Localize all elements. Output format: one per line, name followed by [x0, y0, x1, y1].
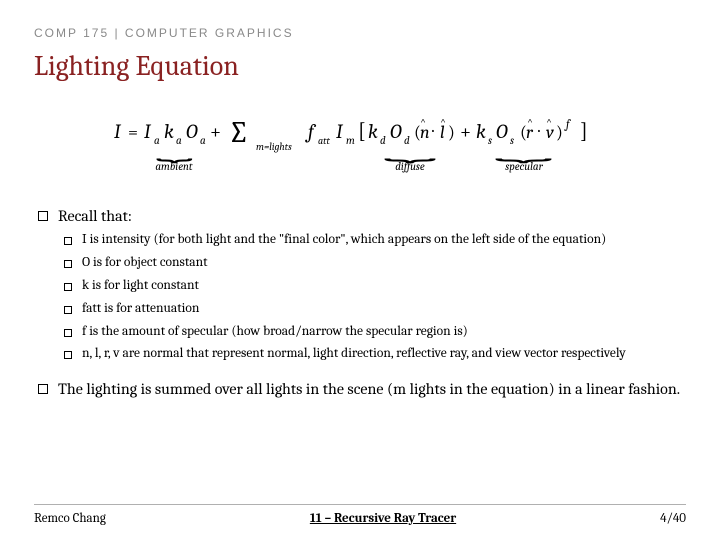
svg-text:): ) — [556, 122, 563, 143]
sub-bullet: f is the amount of specular (how broad/n… — [64, 324, 686, 341]
svg-text:I: I — [144, 120, 152, 143]
sub-bullet: O is for object constant — [64, 255, 686, 272]
svg-text:[: [ — [358, 118, 366, 144]
label-diffuse: diffuse — [395, 160, 425, 173]
bullet-text: I is intensity (for both light and the "… — [82, 232, 606, 249]
svg-text:f: f — [564, 117, 571, 131]
bullet-text: The lighting is summed over all lights i… — [58, 379, 680, 399]
eq-lhs: I — [114, 120, 122, 143]
svg-text:a: a — [200, 134, 206, 147]
bullet-text: n, l, r, v are normal that represent nor… — [82, 346, 626, 363]
bullet-text: fatt is for attenuation — [82, 301, 199, 318]
svg-text:k: k — [368, 120, 378, 143]
footer-rule — [34, 504, 686, 505]
bullet-recall: Recall that: — [38, 206, 686, 226]
svg-text:att: att — [318, 135, 331, 147]
svg-text:s: s — [488, 134, 492, 147]
svg-text:+: + — [460, 120, 471, 143]
svg-text:⏟: ⏟ — [495, 136, 553, 163]
bullet-text: Recall that: — [58, 206, 132, 226]
svg-text:∑: ∑ — [228, 115, 249, 150]
sub-bullet: I is intensity (for both light and the "… — [64, 232, 686, 249]
checkbox-icon — [64, 237, 72, 245]
checkbox-icon — [64, 306, 72, 314]
svg-text:f: f — [305, 120, 317, 143]
sub-bullet: n, l, r, v are normal that represent nor… — [64, 346, 686, 363]
checkbox-icon — [38, 211, 48, 221]
footer-author: Remco Chang — [34, 511, 106, 526]
sub-bullet: fatt is for attenuation — [64, 301, 686, 318]
eq-eq: = — [128, 122, 138, 143]
lighting-equation: I = I a k a O a ⏟ ambient + ∑ m=lights f… — [110, 108, 610, 180]
equation-container: I = I a k a O a ⏟ ambient + ∑ m=lights f… — [34, 108, 686, 184]
svg-text:I: I — [336, 120, 344, 143]
label-ambient: ambient — [155, 160, 192, 173]
svg-text:): ) — [448, 122, 455, 143]
svg-text:+: + — [210, 120, 221, 143]
svg-text:m=lights: m=lights — [256, 141, 292, 153]
course-label: COMP 175 | COMPUTER GRAPHICS — [34, 26, 686, 40]
page-title: Lighting Equation — [34, 50, 686, 82]
checkbox-icon — [64, 283, 72, 291]
svg-text:⏟: ⏟ — [384, 136, 437, 162]
svg-text:]: ] — [580, 118, 588, 144]
bullet-text: O is for object constant — [82, 255, 208, 272]
bullet-text: f is the amount of specular (how broad/n… — [82, 324, 468, 341]
bullet-summary: The lighting is summed over all lights i… — [38, 379, 686, 399]
footer-page: 4/40 — [660, 511, 686, 526]
slide-footer: Remco Chang 11 – Recursive Ray Tracer 4/… — [34, 504, 686, 526]
svg-text:l: l — [440, 122, 445, 143]
footer-chapter: 11 – Recursive Ray Tracer — [106, 511, 660, 526]
svg-text:⏟: ⏟ — [156, 136, 193, 163]
bullet-text: k is for light constant — [82, 278, 199, 295]
checkbox-icon — [64, 260, 72, 268]
checkbox-icon — [64, 329, 72, 337]
checkbox-icon — [38, 384, 48, 394]
svg-text:k: k — [476, 120, 486, 143]
checkbox-icon — [64, 351, 72, 359]
sub-bullet: k is for light constant — [64, 278, 686, 295]
label-specular: specular — [505, 160, 543, 173]
svg-text:m: m — [346, 134, 355, 147]
